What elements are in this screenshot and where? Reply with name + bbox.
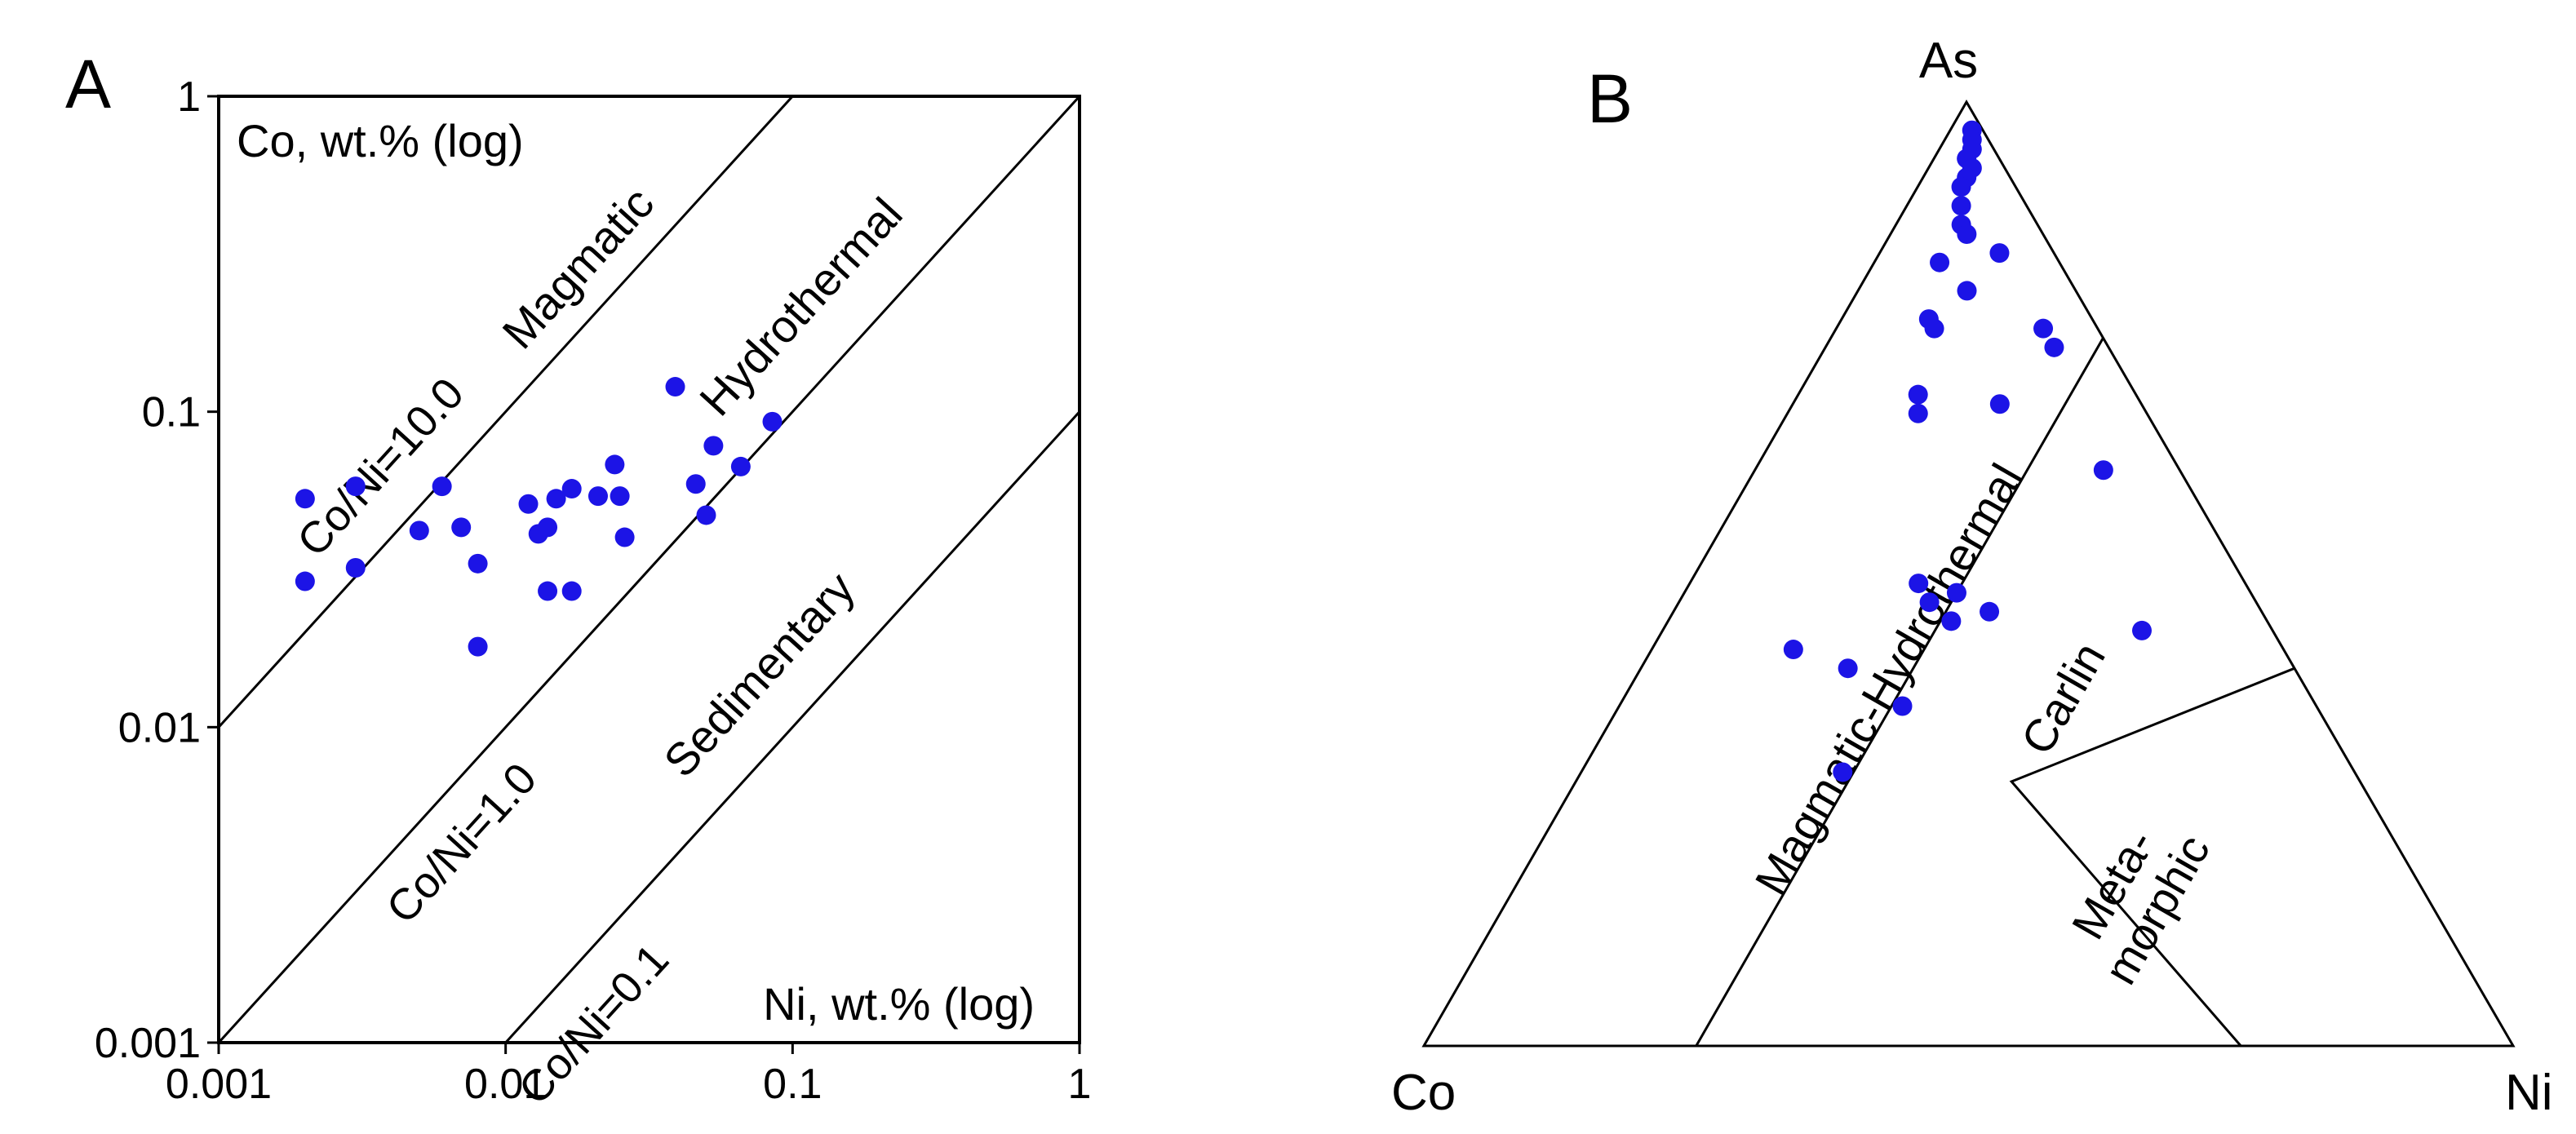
- ternary-point: [1951, 177, 1971, 197]
- vertex-label-co: Co: [1391, 1065, 1456, 1121]
- y-tick-label: 1: [177, 73, 201, 121]
- panel-a-chart: A 0.001 0.01 0.1 1 0.001 0.01 0.1 1 Co, wt.% (l…: [65, 46, 1091, 1114]
- ratio-labels: Co/Ni=10.0 Co/Ni=1.0Co/Ni=0.1: [288, 369, 678, 1114]
- ternary-frame: [1421, 99, 2516, 1048]
- ternary-point: [1924, 318, 1944, 339]
- data-point: [538, 517, 558, 538]
- data-point: [610, 486, 630, 507]
- ternary-point: [1989, 394, 2010, 414]
- y-tick-label: 0.1: [142, 389, 201, 436]
- vertex-label-as: As: [1919, 33, 1978, 89]
- field-label-hydrothermal: Hydrothermal: [689, 188, 912, 425]
- ternary-point: [1941, 611, 1962, 631]
- y-axis-label: Co, wt.% (log): [237, 115, 524, 166]
- ternary-point: [1951, 196, 1971, 216]
- panel-b-points: [1783, 120, 2152, 782]
- ternary-point: [1919, 592, 1940, 613]
- x-tick-label: 1: [1068, 1061, 1092, 1108]
- x-axis-label: Ni, wt.% (log): [763, 978, 1035, 1030]
- ternary-point: [1833, 762, 1853, 782]
- ternary-field-label-metamorphic: Meta-morphic: [2051, 801, 2220, 993]
- ratio-label: Co/Ni=1.0: [377, 754, 546, 932]
- data-point: [518, 494, 539, 514]
- data-point: [345, 558, 366, 578]
- data-point: [468, 636, 488, 657]
- data-point: [345, 476, 366, 497]
- ternary-point: [1892, 696, 1913, 716]
- axis-ticks: 0.001 0.01 0.1 1 0.001 0.01 0.1 1: [95, 73, 1092, 1108]
- data-point: [703, 436, 724, 456]
- data-point: [538, 581, 558, 601]
- data-point: [546, 489, 566, 509]
- ternary-point: [1783, 640, 1803, 660]
- ratio-lines: [217, 95, 1081, 1044]
- data-point: [762, 411, 783, 432]
- ternary-point: [1908, 384, 1928, 405]
- ternary-field-label-magmatic_hydrothermal: Magmatic-Hydrothermal: [1745, 455, 2032, 903]
- ternary-point: [2033, 318, 2054, 339]
- data-point: [685, 474, 706, 494]
- vertex-labels: As Co Ni: [1391, 33, 2553, 1121]
- ternary-point: [2093, 460, 2113, 481]
- ternary-point: [1957, 281, 1977, 301]
- ternary-triangle: [1421, 99, 2516, 1048]
- ternary-field-label-carlin: Carlin: [2011, 634, 2115, 763]
- field-boundary: [2009, 667, 2295, 1047]
- ternary-point: [1908, 403, 1928, 423]
- data-point: [696, 505, 716, 525]
- x-tick-label: 0.01: [464, 1061, 547, 1108]
- ternary-point: [2044, 337, 2064, 357]
- ternary-point: [2132, 620, 2152, 640]
- x-tick-label: 0.001: [166, 1061, 272, 1108]
- ratio-label: Co/Ni=10.0: [288, 369, 473, 565]
- ratio-line: [217, 95, 794, 729]
- data-point: [614, 527, 635, 547]
- ternary-point: [1946, 583, 1966, 603]
- x-tick-label: 0.1: [763, 1061, 822, 1108]
- data-point: [409, 520, 429, 541]
- y-tick-label: 0.001: [95, 1020, 201, 1067]
- data-point: [432, 476, 452, 497]
- field-boundaries: [1695, 337, 2295, 1047]
- panel-b-label: B: [1587, 60, 1633, 137]
- ternary-point: [1909, 574, 1929, 594]
- panel-a-label: A: [65, 46, 111, 122]
- data-point: [730, 456, 751, 476]
- data-point: [295, 571, 315, 591]
- data-point: [561, 479, 582, 499]
- ternary-point: [1930, 252, 1950, 272]
- data-point: [605, 454, 625, 475]
- vertex-label-ni: Ni: [2505, 1065, 2553, 1121]
- data-point: [468, 553, 488, 574]
- data-point: [295, 489, 315, 509]
- data-point: [665, 377, 685, 397]
- ternary-point: [1838, 658, 1858, 679]
- y-tick-label: 0.01: [118, 704, 201, 751]
- data-point: [587, 486, 608, 507]
- data-point: [451, 517, 472, 538]
- ratio-label: Co/Ni=0.1: [509, 935, 678, 1114]
- ratio-line: [504, 410, 1081, 1044]
- ternary-point: [1980, 601, 2000, 622]
- data-point: [561, 581, 582, 601]
- panel-a-plot-frame: [217, 95, 1081, 1044]
- field-boundary: [1695, 337, 2104, 1047]
- field-label-sedimentary: Sedimentary: [654, 562, 864, 786]
- ternary-point: [1989, 243, 2010, 264]
- panel-a-points: [295, 377, 783, 657]
- ratio-line: [217, 95, 1081, 1044]
- ternary-point: [1957, 224, 1977, 244]
